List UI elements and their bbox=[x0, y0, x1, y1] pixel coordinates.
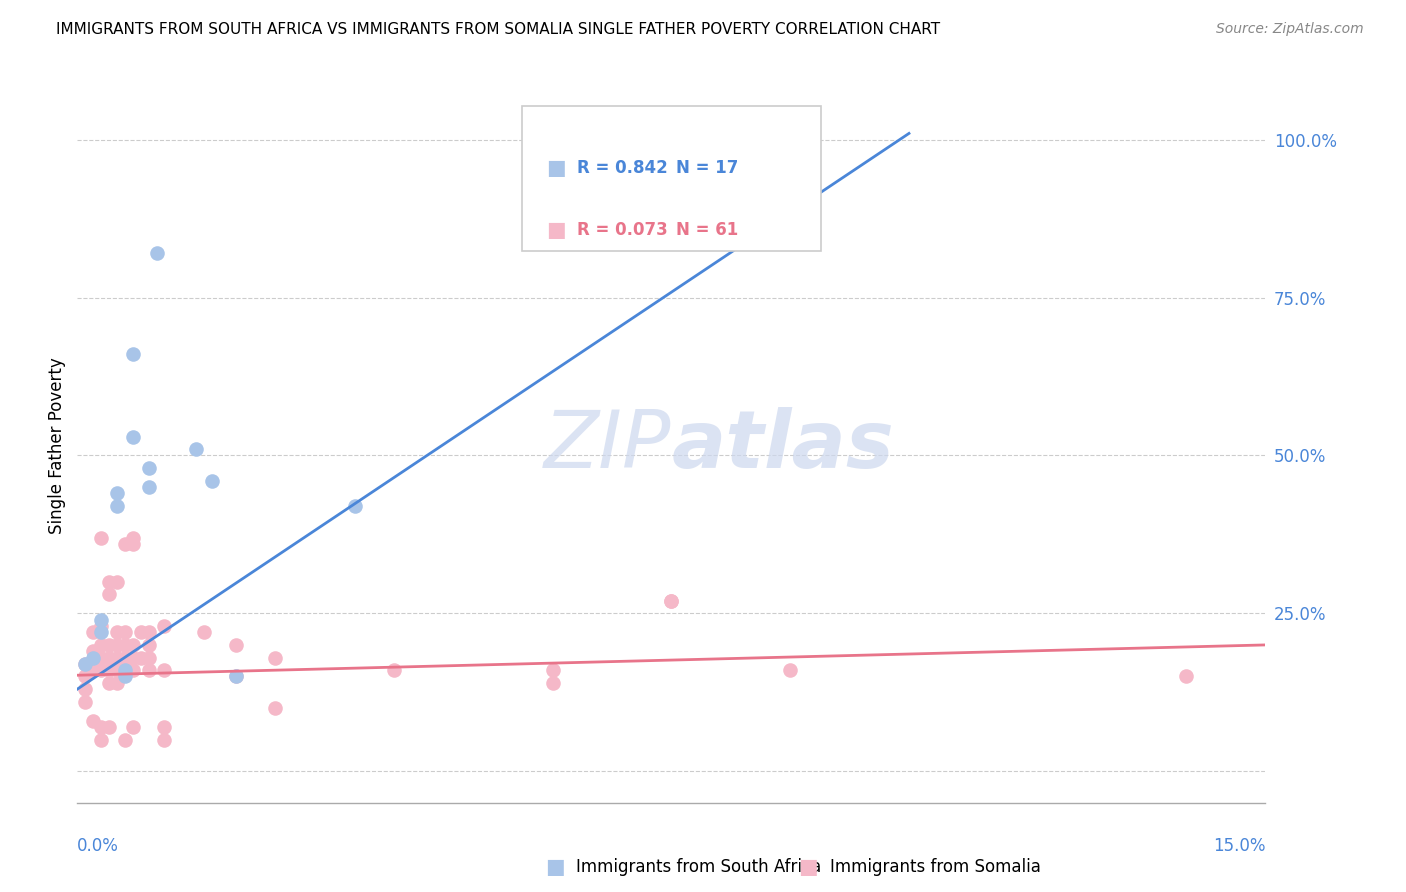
Point bbox=[75, 669, 97, 683]
Point bbox=[75, 682, 97, 697]
Text: N = 61: N = 61 bbox=[676, 221, 738, 239]
Point bbox=[105, 663, 128, 677]
Text: Immigrants from Somalia: Immigrants from Somalia bbox=[830, 858, 1040, 876]
Point bbox=[201, 474, 224, 488]
Point bbox=[90, 650, 112, 665]
Point bbox=[225, 669, 247, 683]
Point bbox=[105, 650, 128, 665]
Point bbox=[343, 499, 366, 513]
Point bbox=[82, 663, 104, 677]
Point bbox=[121, 720, 143, 734]
Point bbox=[90, 638, 112, 652]
Point bbox=[121, 638, 143, 652]
Point bbox=[105, 574, 128, 589]
Text: IMMIGRANTS FROM SOUTH AFRICA VS IMMIGRANTS FROM SOMALIA SINGLE FATHER POVERTY CO: IMMIGRANTS FROM SOUTH AFRICA VS IMMIGRAN… bbox=[56, 22, 941, 37]
Point bbox=[264, 650, 287, 665]
Point bbox=[98, 675, 121, 690]
Text: ■: ■ bbox=[546, 857, 565, 877]
Text: Immigrants from South Africa: Immigrants from South Africa bbox=[576, 858, 821, 876]
Point bbox=[138, 625, 160, 640]
Text: ZIP: ZIP bbox=[544, 407, 672, 485]
Text: ■: ■ bbox=[546, 220, 565, 240]
Text: 0.0%: 0.0% bbox=[77, 837, 120, 855]
Point bbox=[779, 663, 801, 677]
Point bbox=[90, 720, 112, 734]
Point bbox=[153, 720, 176, 734]
Point bbox=[661, 593, 683, 607]
Point bbox=[121, 347, 143, 361]
Point bbox=[114, 732, 136, 747]
Point bbox=[90, 531, 112, 545]
Point bbox=[98, 663, 121, 677]
Point bbox=[105, 638, 128, 652]
Point bbox=[138, 480, 160, 494]
Point bbox=[382, 663, 405, 677]
Point bbox=[82, 714, 104, 728]
Point bbox=[153, 619, 176, 633]
Point bbox=[121, 663, 143, 677]
Point bbox=[105, 486, 128, 500]
Point bbox=[90, 663, 112, 677]
Point bbox=[121, 429, 143, 443]
Point bbox=[541, 675, 564, 690]
Text: Source: ZipAtlas.com: Source: ZipAtlas.com bbox=[1216, 22, 1364, 37]
Point bbox=[138, 461, 160, 475]
Point bbox=[98, 574, 121, 589]
Point bbox=[153, 732, 176, 747]
Point bbox=[98, 650, 121, 665]
Point bbox=[98, 638, 121, 652]
Point bbox=[114, 669, 136, 683]
Point bbox=[75, 695, 97, 709]
Text: ■: ■ bbox=[799, 857, 818, 877]
Point bbox=[114, 663, 136, 677]
Point bbox=[114, 650, 136, 665]
Point bbox=[138, 638, 160, 652]
Point bbox=[90, 625, 112, 640]
Point bbox=[75, 657, 97, 671]
Point bbox=[105, 499, 128, 513]
Y-axis label: Single Father Poverty: Single Father Poverty bbox=[48, 358, 66, 534]
Point bbox=[98, 720, 121, 734]
Text: N = 17: N = 17 bbox=[676, 159, 738, 177]
Point bbox=[121, 650, 143, 665]
Point bbox=[114, 625, 136, 640]
Point bbox=[138, 663, 160, 677]
Point bbox=[98, 587, 121, 601]
Point bbox=[1175, 669, 1198, 683]
Point bbox=[138, 650, 160, 665]
Point bbox=[121, 537, 143, 551]
Point bbox=[75, 657, 97, 671]
Point bbox=[225, 669, 247, 683]
Point bbox=[153, 663, 176, 677]
Point bbox=[82, 650, 104, 665]
Point bbox=[661, 593, 683, 607]
Point bbox=[541, 663, 564, 677]
Point bbox=[129, 625, 152, 640]
Point bbox=[121, 531, 143, 545]
Point bbox=[193, 625, 215, 640]
Point bbox=[90, 613, 112, 627]
Point bbox=[82, 644, 104, 658]
Point bbox=[82, 625, 104, 640]
Text: atlas: atlas bbox=[672, 407, 894, 485]
Point bbox=[186, 442, 208, 457]
Point bbox=[129, 650, 152, 665]
Point bbox=[225, 638, 247, 652]
Point bbox=[105, 625, 128, 640]
Point bbox=[90, 732, 112, 747]
Point bbox=[264, 701, 287, 715]
Point bbox=[114, 537, 136, 551]
Point bbox=[105, 675, 128, 690]
Text: ■: ■ bbox=[546, 158, 565, 178]
Text: 15.0%: 15.0% bbox=[1213, 837, 1265, 855]
Text: R = 0.842: R = 0.842 bbox=[576, 159, 668, 177]
Point bbox=[145, 246, 167, 260]
Point bbox=[90, 619, 112, 633]
Point bbox=[114, 638, 136, 652]
Text: R = 0.073: R = 0.073 bbox=[576, 221, 668, 239]
